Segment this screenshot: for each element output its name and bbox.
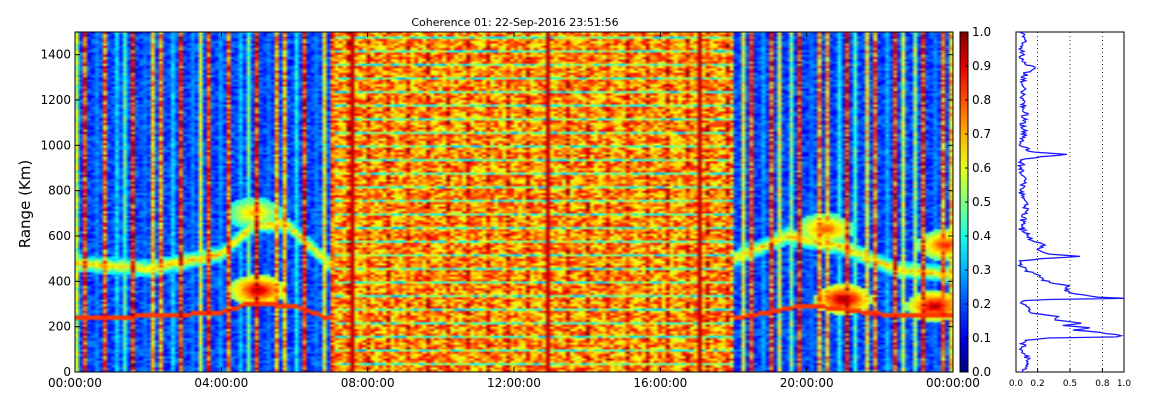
x-tick-label: 20:00:00	[780, 376, 834, 390]
colorbar-tick-label: 0.8	[972, 93, 991, 107]
profile-x-tick-label: 0.2	[1030, 379, 1044, 389]
heatmap-image	[75, 32, 953, 372]
profile-x-tick-label: 0.0	[1009, 379, 1024, 389]
colorbar-tick-label: 0.1	[972, 331, 991, 345]
colorbar-tick-label: 0.9	[972, 59, 991, 73]
y-tick-label: 0	[63, 365, 71, 379]
y-tick-label: 200	[48, 320, 71, 334]
colorbar-tick-label: 0.7	[972, 127, 991, 141]
profile-line	[1016, 31, 1125, 373]
colorbar: 0.0 0.1 0.2 0.3 0.4 0.5 0.6 0.7 0.8 0.9 1.0	[959, 25, 991, 379]
y-tick-label: 400	[48, 274, 71, 288]
x-tick-label: 04:00:00	[194, 376, 248, 390]
colorbar-tick-label: 0.6	[972, 161, 991, 175]
profile-x-tick-label: 0.8	[1095, 379, 1110, 389]
x-tick-label: 12:00:00	[487, 376, 541, 390]
profile-x-tick-label: 1.0	[1117, 379, 1132, 389]
heatmap-panel	[75, 32, 953, 372]
x-tick-label: 16:00:00	[633, 376, 687, 390]
x-tick-label: 00:00:00	[48, 376, 102, 390]
y-tick-label: 1000	[40, 138, 71, 152]
colorbar-tick-label: 0.5	[972, 195, 991, 209]
y-tick-label: 1400	[40, 48, 71, 62]
y-tick-label: 600	[48, 229, 71, 243]
chart-title: Coherence 01: 22-Sep-2016 23:51:56	[411, 16, 618, 29]
profile-panel: 0.0 0.2 0.5 0.8 1.0	[1009, 31, 1132, 389]
colorbar-tick-label: 0.4	[972, 229, 991, 243]
profile-x-tick-label: 0.5	[1063, 379, 1077, 389]
x-tick-label: 00:00:00	[926, 376, 980, 390]
heatmap-axes: 00:00:00 04:00:00 08:00:00 12:00:00 16:00:00…	[40, 32, 980, 390]
colorbar-tick-label: 0.3	[972, 263, 991, 277]
colorbar-tick-label: 0.0	[972, 365, 991, 379]
x-tick-label: 08:00:00	[341, 376, 395, 390]
y-tick-label: 1200	[40, 93, 71, 107]
y-tick-label: 800	[48, 184, 71, 198]
y-axis-label: Range (Km)	[16, 160, 34, 248]
colorbar-tick-label: 1.0	[972, 25, 991, 39]
colorbar-tick-label: 0.2	[972, 297, 991, 311]
